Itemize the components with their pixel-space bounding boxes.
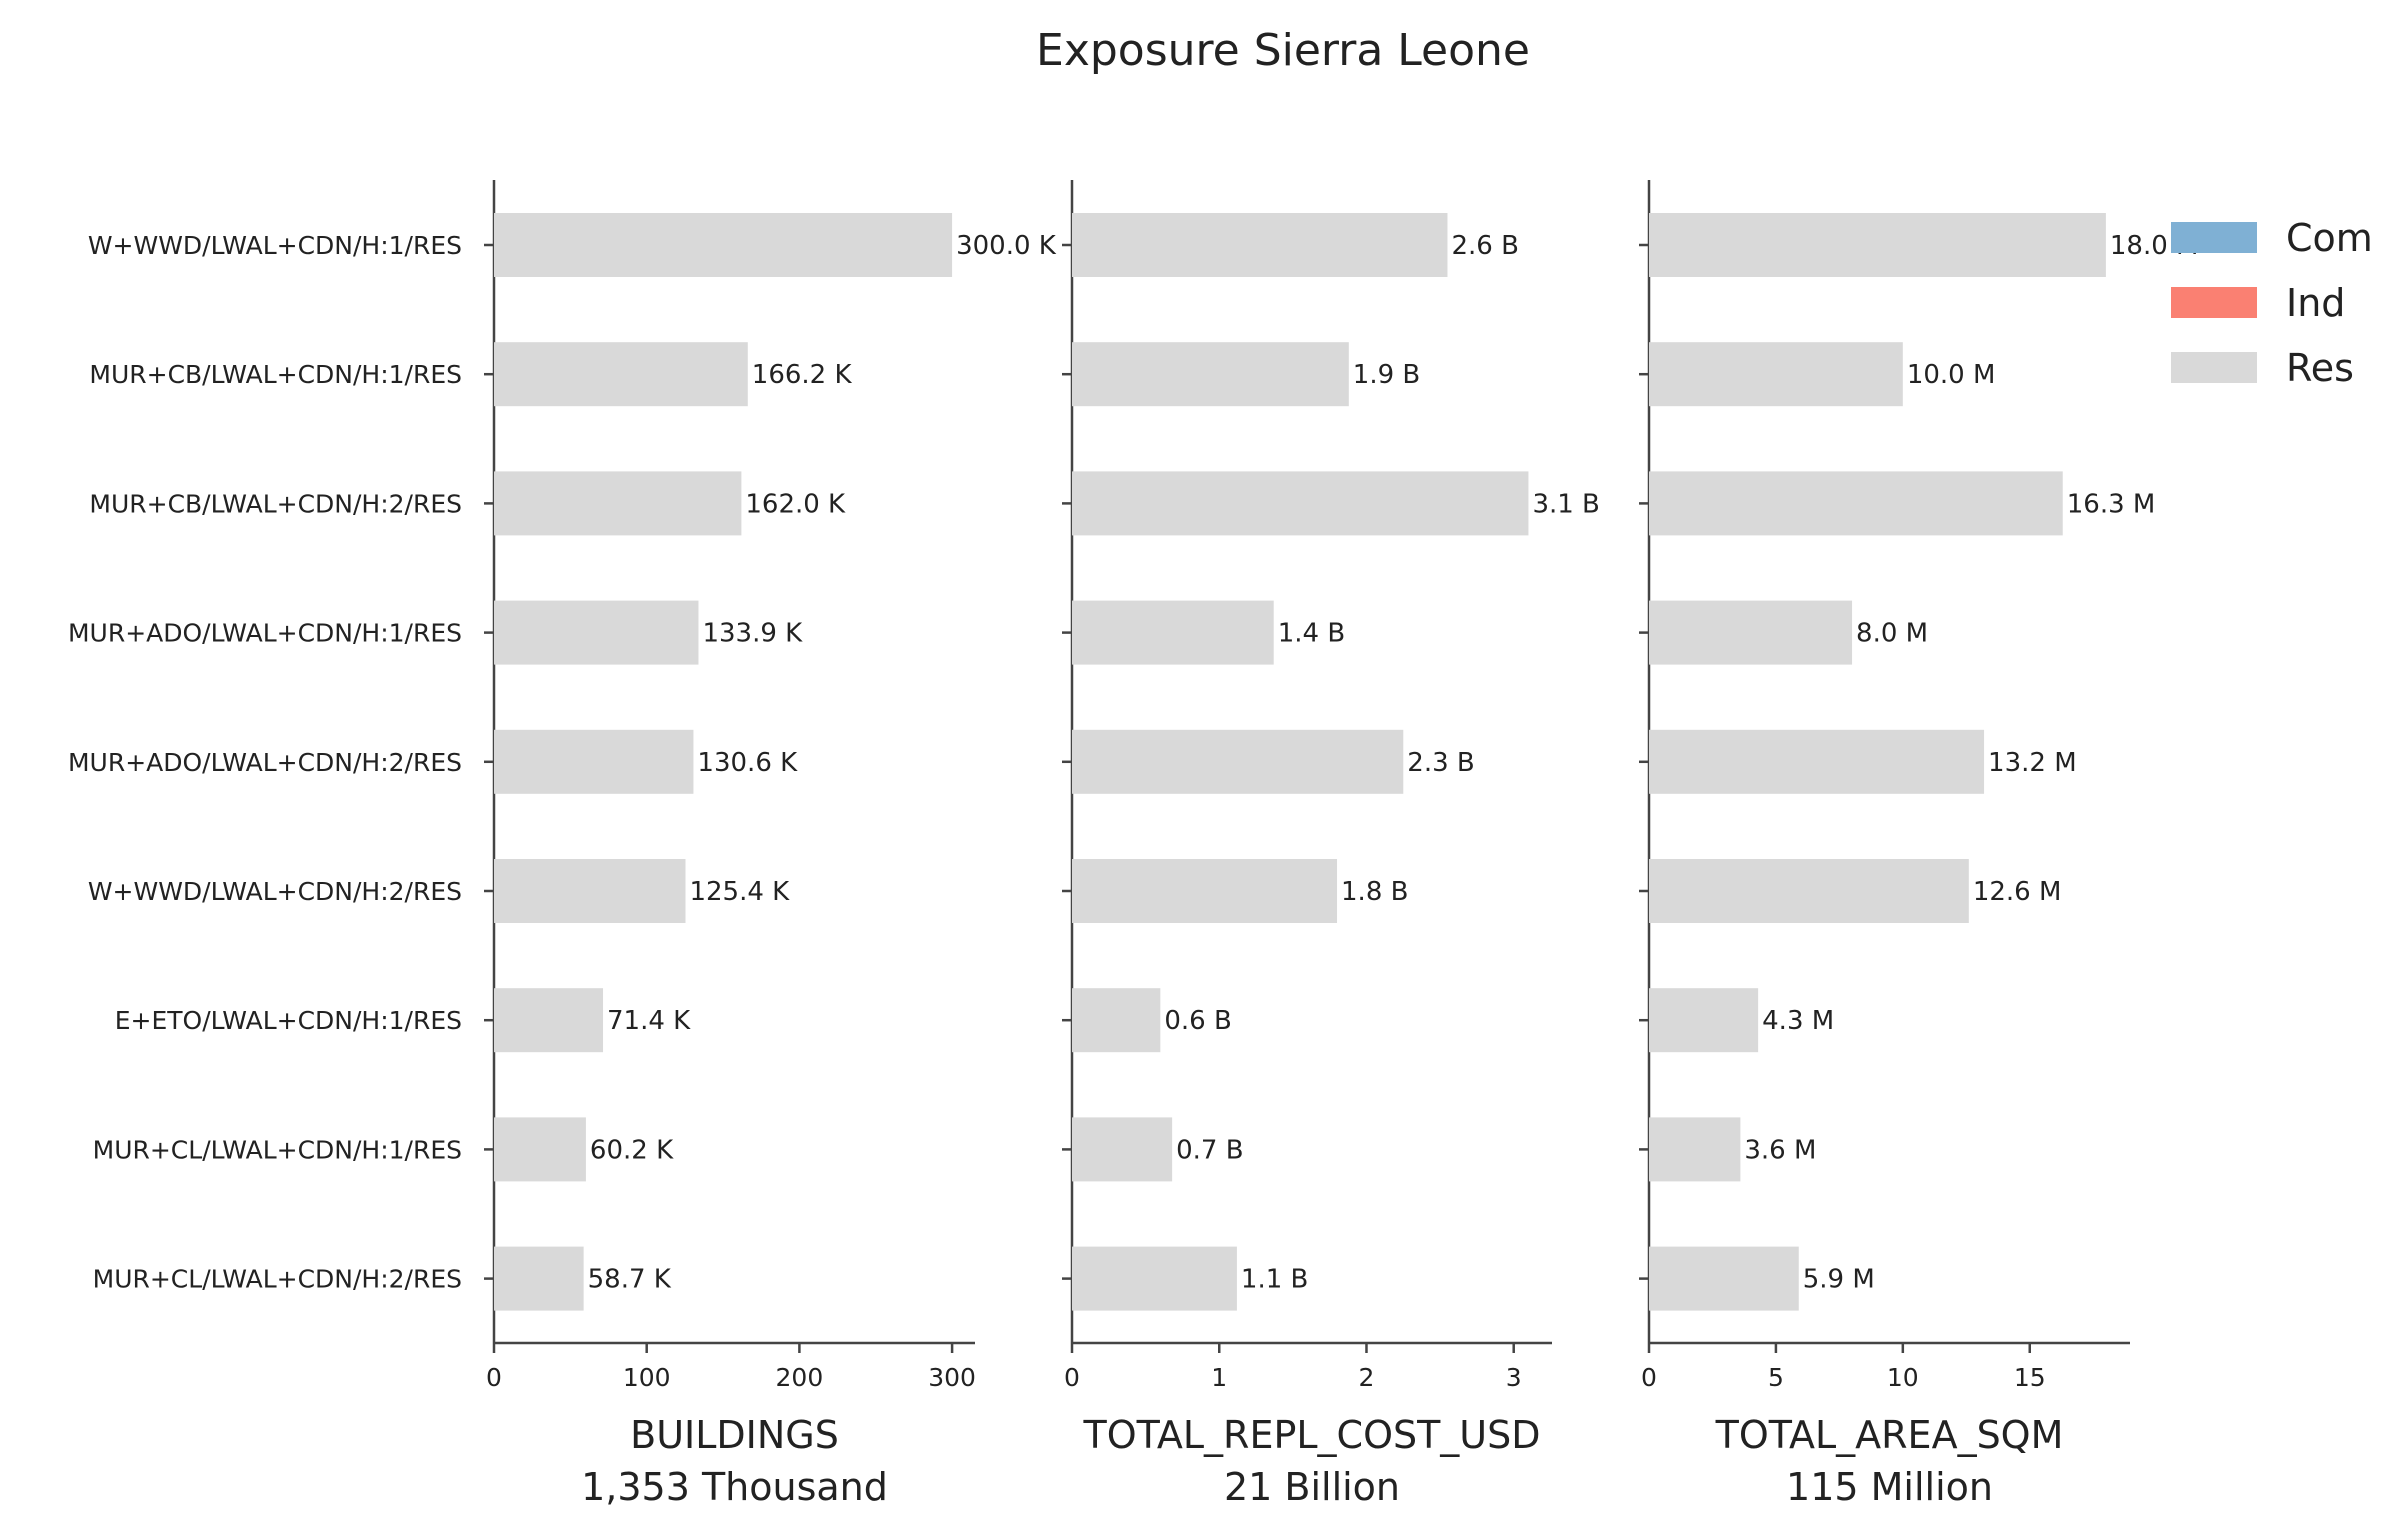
- bar-2-8: [1072, 1117, 1173, 1182]
- bar-2-3: [1072, 471, 1529, 536]
- data-label: 60.2 K: [590, 1135, 674, 1165]
- panel-1: 300.0 K W+WWD/LWAL+CDN/H:1/RES 166.2 K MUR+…: [68, 180, 1057, 1509]
- bar-1-1: [494, 213, 953, 277]
- bar-1-5: [494, 729, 694, 794]
- data-label: 5.9 M: [1803, 1265, 1875, 1295]
- chart-title: Exposure Sierra Leone: [1036, 25, 1530, 76]
- data-label: 2.6 B: [1451, 231, 1518, 261]
- category-label: W+WWD/LWAL+CDN/H:1/RES: [88, 231, 462, 260]
- data-label: 166.2 K: [752, 360, 853, 390]
- category-label: MUR+CL/LWAL+CDN/H:2/RES: [93, 1265, 462, 1294]
- bar-1-6: [494, 859, 686, 923]
- data-label: 58.7 K: [588, 1265, 672, 1295]
- data-label: 0.7 B: [1176, 1135, 1243, 1165]
- bar-3-2: [1649, 342, 1903, 407]
- legend-label-ind: Ind: [2286, 281, 2345, 325]
- data-label: 1.1 B: [1241, 1265, 1308, 1295]
- data-label: 3.1 B: [1532, 489, 1599, 519]
- data-label: 300.0 K: [956, 231, 1057, 261]
- x-axis-label: BUILDINGS: [630, 1413, 839, 1457]
- x-tick-label: 0: [1064, 1363, 1080, 1392]
- x-tick-label: 3: [1506, 1363, 1522, 1392]
- bar-3-6: [1649, 859, 1969, 923]
- bar-3-8: [1649, 1117, 1741, 1182]
- legend: Com Ind Res: [2171, 216, 2373, 390]
- x-tick-label: 300: [928, 1363, 976, 1392]
- x-tick-label: 100: [623, 1363, 671, 1392]
- legend-label-com: Com: [2286, 216, 2373, 260]
- category-label: MUR+CB/LWAL+CDN/H:1/RES: [89, 360, 462, 389]
- data-label: 0.6 B: [1164, 1006, 1231, 1036]
- x-axis-total: 21 Billion: [1224, 1465, 1400, 1509]
- bar-3-4: [1649, 600, 1853, 665]
- x-tick-label: 0: [486, 1363, 502, 1392]
- data-label: 1.4 B: [1278, 619, 1345, 649]
- data-label: 12.6 M: [1973, 877, 2062, 907]
- bar-1-4: [494, 600, 699, 665]
- x-tick-label: 10: [1887, 1363, 1919, 1392]
- data-label: 16.3 M: [2067, 489, 2156, 519]
- x-tick-label: 15: [2014, 1363, 2046, 1392]
- bar-3-9: [1649, 1246, 1799, 1311]
- bar-1-9: [494, 1246, 584, 1311]
- legend-label-res: Res: [2286, 346, 2354, 390]
- category-label: MUR+ADO/LWAL+CDN/H:2/RES: [68, 748, 462, 777]
- x-axis-total: 115 Million: [1786, 1465, 1993, 1509]
- bar-1-2: [494, 342, 748, 407]
- legend-swatch-com: [2171, 222, 2257, 253]
- x-tick-label: 2: [1359, 1363, 1375, 1392]
- x-tick-label: 5: [1768, 1363, 1784, 1392]
- x-axis-label: TOTAL_REPL_COST_USD: [1082, 1413, 1540, 1457]
- data-label: 1.9 B: [1353, 360, 1420, 390]
- bar-3-1: [1649, 213, 2106, 277]
- category-label: W+WWD/LWAL+CDN/H:2/RES: [88, 877, 462, 906]
- bar-2-5: [1072, 729, 1404, 794]
- category-label: MUR+ADO/LWAL+CDN/H:1/RES: [68, 619, 462, 648]
- bar-3-5: [1649, 729, 1985, 794]
- bar-1-3: [494, 471, 742, 536]
- bar-2-2: [1072, 342, 1349, 407]
- x-axis-total: 1,353 Thousand: [581, 1465, 888, 1509]
- data-label: 133.9 K: [702, 619, 803, 649]
- bar-1-8: [494, 1117, 586, 1182]
- bar-3-3: [1649, 471, 2063, 536]
- x-axis-label: TOTAL_AREA_SQM: [1715, 1413, 2064, 1457]
- x-tick-label: 1: [1211, 1363, 1227, 1392]
- category-label: MUR+CB/LWAL+CDN/H:2/RES: [89, 489, 462, 518]
- data-label: 130.6 K: [697, 748, 798, 778]
- bar-1-7: [494, 988, 604, 1053]
- bar-3-7: [1649, 988, 1759, 1053]
- x-tick-label: 200: [776, 1363, 824, 1392]
- data-label: 71.4 K: [607, 1006, 691, 1036]
- data-label: 1.8 B: [1341, 877, 1408, 907]
- chart-panels: 300.0 K W+WWD/LWAL+CDN/H:1/RES 166.2 K MUR+…: [68, 180, 2198, 1509]
- x-tick-label: 0: [1641, 1363, 1657, 1392]
- legend-swatch-res: [2171, 352, 2257, 383]
- category-label: MUR+CL/LWAL+CDN/H:1/RES: [93, 1135, 462, 1164]
- data-label: 2.3 B: [1407, 748, 1474, 778]
- panel-3: 18.0 M10.0 M16.3 M8.0 M13.2 M12.6 M4.3 M…: [1639, 180, 2198, 1509]
- bar-2-4: [1072, 600, 1274, 665]
- bar-2-6: [1072, 859, 1338, 923]
- data-label: 162.0 K: [745, 489, 846, 519]
- bar-2-9: [1072, 1246, 1237, 1311]
- data-label: 10.0 M: [1907, 360, 1996, 390]
- legend-swatch-ind: [2171, 287, 2257, 318]
- data-label: 4.3 M: [1762, 1006, 1834, 1036]
- data-label: 125.4 K: [689, 877, 790, 907]
- data-label: 13.2 M: [1988, 748, 2077, 778]
- bar-2-7: [1072, 988, 1161, 1053]
- panel-2: 2.6 B 1.9 B 3.1 B 1.4 B 2.3 B 1.8 B 0.6 B 0.7 B…: [1062, 180, 1600, 1509]
- bar-2-1: [1072, 213, 1448, 277]
- category-label: E+ETO/LWAL+CDN/H:1/RES: [115, 1006, 462, 1035]
- data-label: 3.6 M: [1744, 1135, 1816, 1165]
- data-label: 8.0 M: [1856, 619, 1928, 649]
